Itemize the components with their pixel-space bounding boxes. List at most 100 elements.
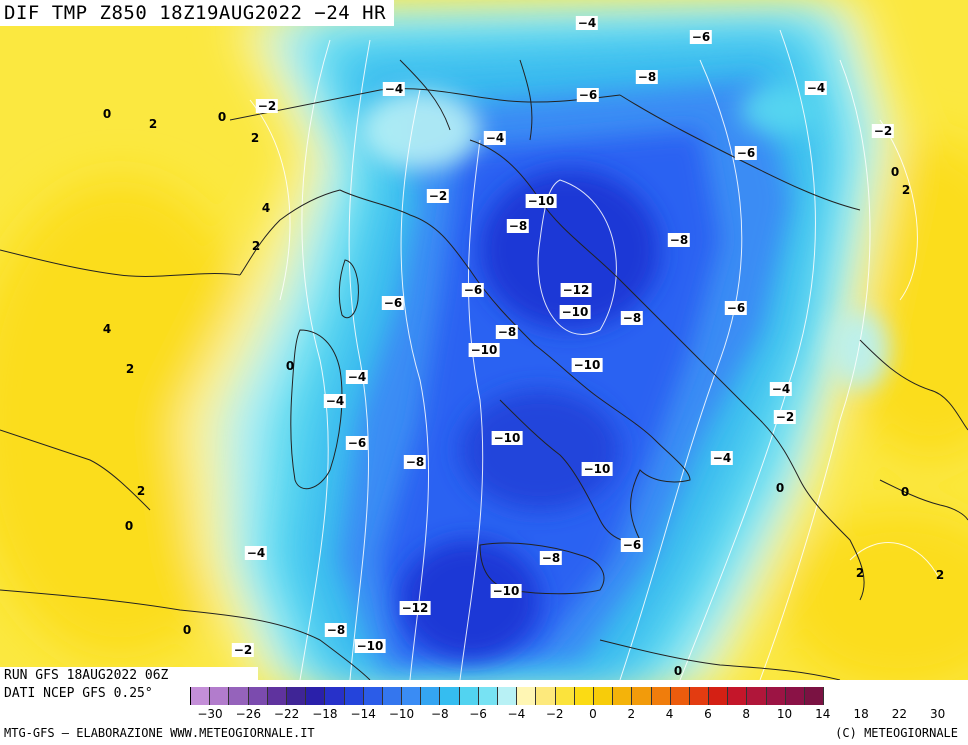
contour-label: −6 <box>461 283 485 297</box>
colorbar-tick-label: 6 <box>704 707 712 721</box>
colorbar-tick-labels: −30 −26 −22 −18 −14 −10 −8 −6 −4 −2 0 2 4 6 8 10 14 18 22 3… <box>190 707 968 723</box>
colorbar-tick-label: −22 <box>273 707 300 721</box>
colorbar-cell <box>747 687 767 705</box>
contour-label: −12 <box>399 601 431 615</box>
colorbar-cell <box>574 687 594 705</box>
contour-label: −12 <box>560 283 592 297</box>
colorbar-cell <box>363 687 383 705</box>
temperature-difference-map <box>0 0 968 680</box>
contour-label: 2 <box>125 362 135 376</box>
colorbar-tick-label: 2 <box>627 707 636 721</box>
contour-label: −2 <box>255 99 279 113</box>
colorbar-cell <box>191 687 211 705</box>
contour-label: −10 <box>581 462 613 476</box>
colorbar-tick-label: 22 <box>891 707 908 721</box>
colorbar-cell <box>440 687 460 705</box>
contour-label: −2 <box>871 124 895 138</box>
contour-label: −4 <box>575 16 599 30</box>
contour-label: −4 <box>323 394 347 408</box>
colorbar <box>190 687 825 705</box>
contour-label: 2 <box>855 566 865 580</box>
contour-label: −6 <box>576 88 600 102</box>
contour-label: 0 <box>673 664 683 678</box>
colorbar-cell <box>286 687 307 705</box>
contour-label: 0 <box>900 485 910 499</box>
contour-label: −2 <box>231 643 255 657</box>
contour-label: 0 <box>285 359 295 373</box>
colorbar-cell <box>402 687 422 705</box>
colorbar-cell <box>498 687 518 705</box>
contour-label: −8 <box>495 325 519 339</box>
contour-label: −6 <box>734 146 758 160</box>
colorbar-cell <box>267 687 287 705</box>
colorbar-cell <box>210 687 230 705</box>
contour-label: 2 <box>251 239 261 253</box>
contour-label: 0 <box>217 110 227 124</box>
colorbar-cell <box>613 687 633 705</box>
colorbar-cell <box>709 687 729 705</box>
contour-label: 2 <box>250 131 260 145</box>
contour-label: 0 <box>124 519 134 533</box>
colorbar-cell <box>593 687 614 705</box>
colorbar-tick-label: −26 <box>235 707 261 721</box>
colorbar-cell <box>785 687 805 705</box>
contour-label: −8 <box>539 551 563 565</box>
contour-label: −4 <box>382 82 406 96</box>
contour-label: −10 <box>490 584 522 598</box>
colorbar-tick-label: −14 <box>350 707 376 721</box>
contour-label: 4 <box>261 201 271 215</box>
contour-label: −6 <box>620 538 644 552</box>
contour-label: 0 <box>775 481 785 495</box>
colorbar-tick-label: 30 <box>930 707 946 721</box>
contour-label: 4 <box>102 322 112 336</box>
contour-label: −6 <box>345 436 369 450</box>
contour-label: −8 <box>403 455 427 469</box>
colorbar-tick-label: 10 <box>776 707 793 721</box>
contour-label: −4 <box>769 382 793 396</box>
contour-label: −8 <box>620 311 644 325</box>
contour-label: −10 <box>491 431 523 445</box>
contour-label: −10 <box>571 358 603 372</box>
colorbar-cell <box>248 687 268 705</box>
contour-label: −8 <box>667 233 691 247</box>
contour-label: −6 <box>689 30 713 44</box>
colorbar-tick-label: 14 <box>815 707 831 721</box>
colorbar-cell <box>382 687 403 705</box>
contour-label: 0 <box>890 165 900 179</box>
colorbar-tick-label: −18 <box>312 707 338 721</box>
contour-label: 0 <box>182 623 192 637</box>
colorbar-cell <box>344 687 364 705</box>
colorbar-cell <box>728 687 748 705</box>
contour-label: 2 <box>148 117 158 131</box>
contour-label: 2 <box>901 183 911 197</box>
colorbar-tick-label: 18 <box>853 707 869 721</box>
colorbar-tick-label: −6 <box>469 707 487 721</box>
contour-label: 0 <box>102 107 112 121</box>
contour-label: −8 <box>506 219 530 233</box>
contour-label: 2 <box>935 568 945 582</box>
colorbar-cell <box>325 687 345 705</box>
contour-label: −10 <box>559 305 591 319</box>
colorbar-tick-label: −2 <box>545 707 564 721</box>
contour-label: −2 <box>773 410 797 424</box>
colorbar-cell <box>805 687 825 705</box>
colorbar-cell <box>517 687 537 705</box>
colorbar-cell <box>766 687 786 705</box>
contour-label: 2 <box>136 484 146 498</box>
contour-label: −4 <box>804 81 828 95</box>
map-title: DIF TMP Z850 18Z19AUG2022 −24 HR <box>0 0 395 26</box>
footer-credit: MTG-GFS – ELABORAZIONE WWW.METEOGIORNALE… <box>4 726 315 740</box>
contour-label: −10 <box>354 639 386 653</box>
run-line: RUN GFS 18AUG2022 06Z <box>4 668 169 683</box>
colorbar-cell <box>555 687 575 705</box>
colorbar-cell <box>689 687 710 705</box>
contour-label: −4 <box>483 131 507 145</box>
footer-copyright: (C) METEOGIORNALE <box>835 726 958 740</box>
colorbar-cell <box>670 687 690 705</box>
colorbar-cell <box>536 687 556 705</box>
contour-label: −10 <box>468 343 500 357</box>
contour-label: −8 <box>635 70 659 84</box>
contour-label: −6 <box>724 301 748 315</box>
colorbar-cell <box>632 687 652 705</box>
colorbar-cell <box>229 687 249 705</box>
